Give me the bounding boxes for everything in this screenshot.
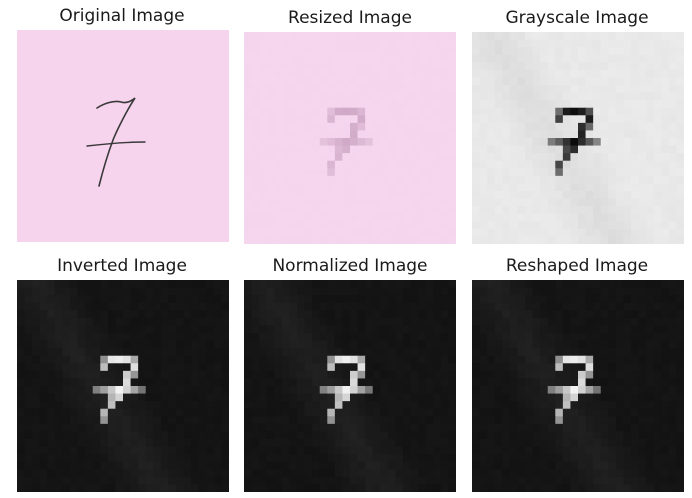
paper-background	[17, 30, 229, 242]
pixel-grid	[472, 32, 684, 244]
panel-resized	[244, 32, 456, 244]
pixel-grid	[244, 32, 456, 244]
digit-seven-stroke	[96, 97, 136, 187]
title-normalized: Normalized Image	[272, 256, 428, 276]
panel-reshaped	[472, 280, 684, 492]
pixel-grid	[472, 280, 684, 492]
pixel-grid	[244, 280, 456, 492]
panel-normalized	[244, 280, 456, 492]
panel-original	[17, 30, 229, 242]
title-grayscale: Grayscale Image	[505, 8, 649, 28]
title-reshaped: Reshaped Image	[505, 256, 649, 276]
title-original: Original Image	[59, 6, 185, 26]
title-inverted: Inverted Image	[57, 256, 187, 276]
panel-inverted	[17, 280, 229, 492]
panel-grayscale	[472, 32, 684, 244]
title-resized: Resized Image	[288, 8, 412, 28]
pixel-grid	[17, 280, 229, 492]
digit-seven-crossbar	[86, 141, 146, 147]
